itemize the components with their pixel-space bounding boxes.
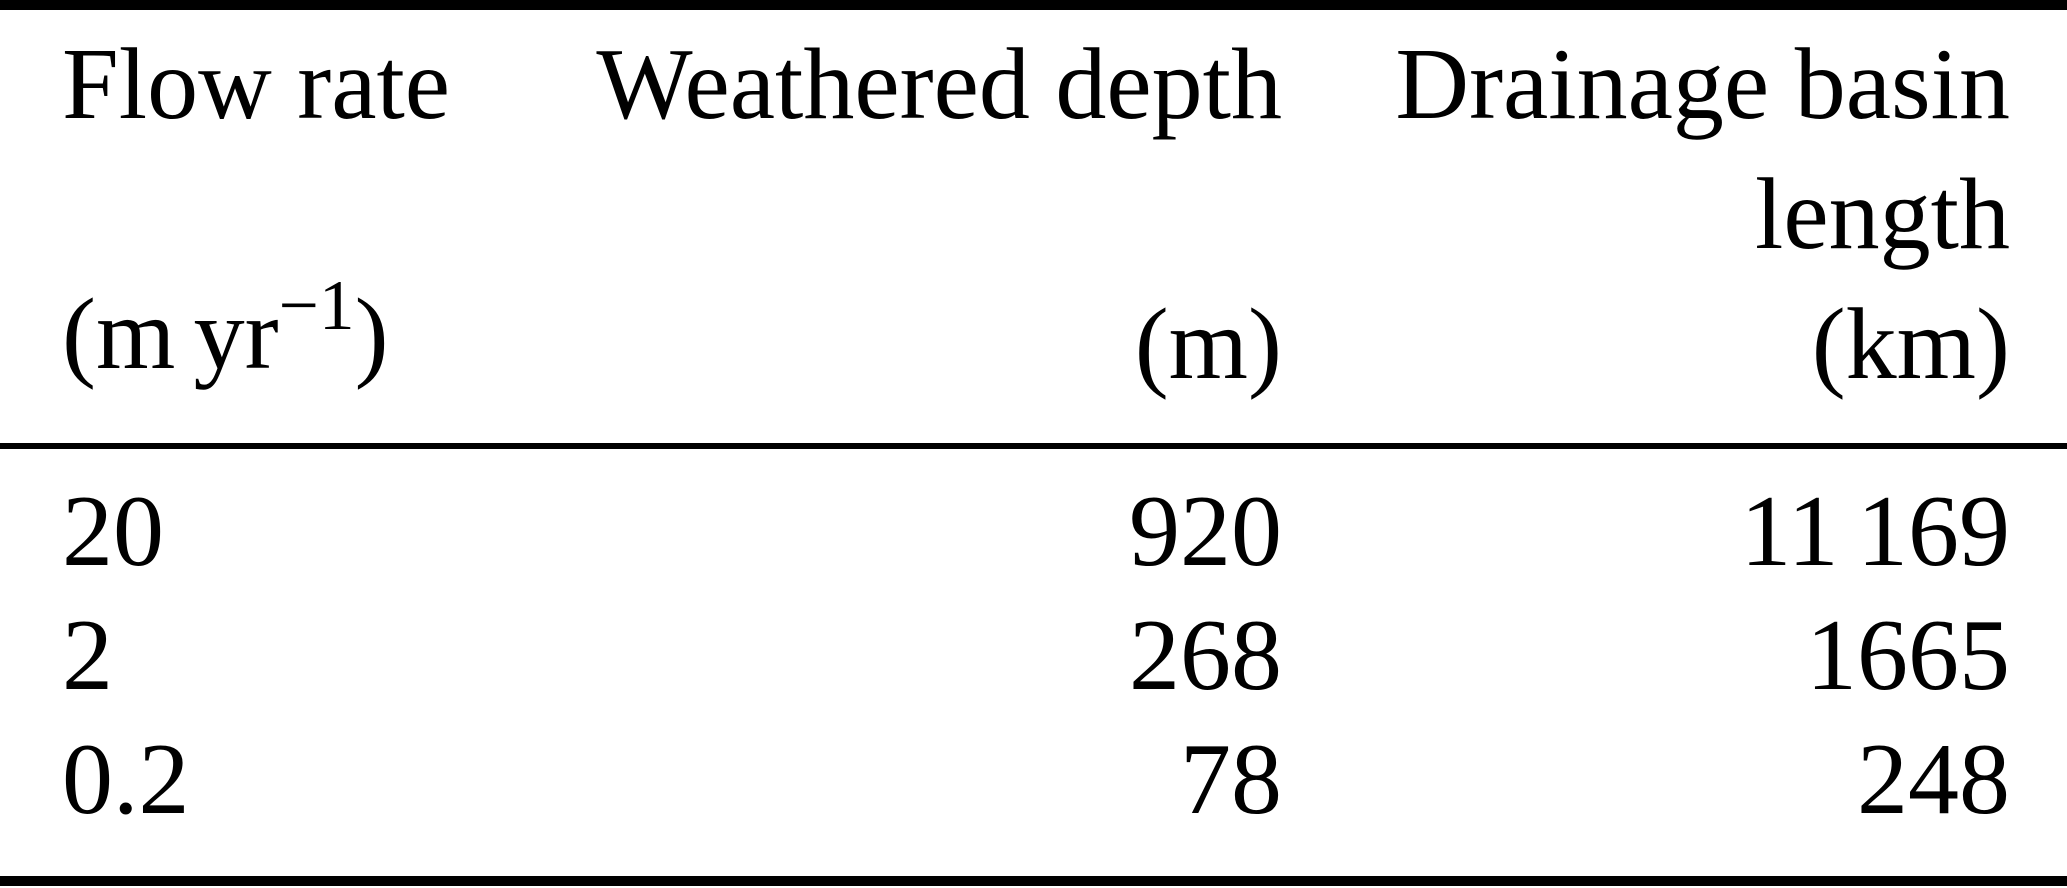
table-body: 20 920 11 169 2 268 1665 0.2 78 248 [0,449,2067,876]
header-line: Drainage basin [1395,28,2010,141]
cell-basin-length: 248 [1857,723,2010,836]
column-header-weathered-depth: Weathered depth (m) [502,20,1282,410]
column-header-drainage-basin-length: Drainage basin length (km) [1282,20,2010,410]
table-row: 0.2 78 248 [62,718,2010,842]
table-row: 2 268 1665 [62,594,2010,718]
column-title-weathered-depth: Weathered depth [596,20,1282,150]
column-unit-flow-rate: (m yr−1) [62,266,389,410]
column-unit-drainage-basin-length: (km) [1812,280,2010,410]
cell-flow-rate: 0.2 [62,723,190,836]
cell-weathered-depth: 268 [1129,599,1282,712]
column-header-flow-rate: Flow rate (m yr−1) [62,20,502,410]
unit-text: (m) [1134,288,1282,401]
unit-superscript: −1 [278,265,355,345]
table-rule-top [0,0,2067,10]
column-title-flow-rate: Flow rate [62,20,450,150]
unit-text: (m yr [62,278,279,391]
cell-basin-length: 1665 [1806,599,2010,712]
unit-text-close: ) [354,278,389,391]
header-line: Weathered depth [596,28,1282,141]
table-rule-bottom [0,876,2067,886]
table-rule-mid [0,443,2067,449]
table-row: 20 920 11 169 [62,470,2010,594]
table-header: Flow rate (m yr−1) Weathered depth (m) D… [0,10,2067,443]
column-title-drainage-basin-length: Drainage basin length [1395,20,2010,280]
header-line: length [1755,158,2010,271]
cell-weathered-depth: 78 [1180,723,1282,836]
header-line: Flow rate [62,28,451,141]
cell-flow-rate: 2 [62,599,113,712]
unit-text: (km) [1811,288,2010,401]
cell-flow-rate: 20 [62,475,164,588]
cell-basin-length: 11 169 [1740,475,2010,588]
column-unit-weathered-depth: (m) [1135,280,1282,410]
cell-weathered-depth: 920 [1129,475,1282,588]
